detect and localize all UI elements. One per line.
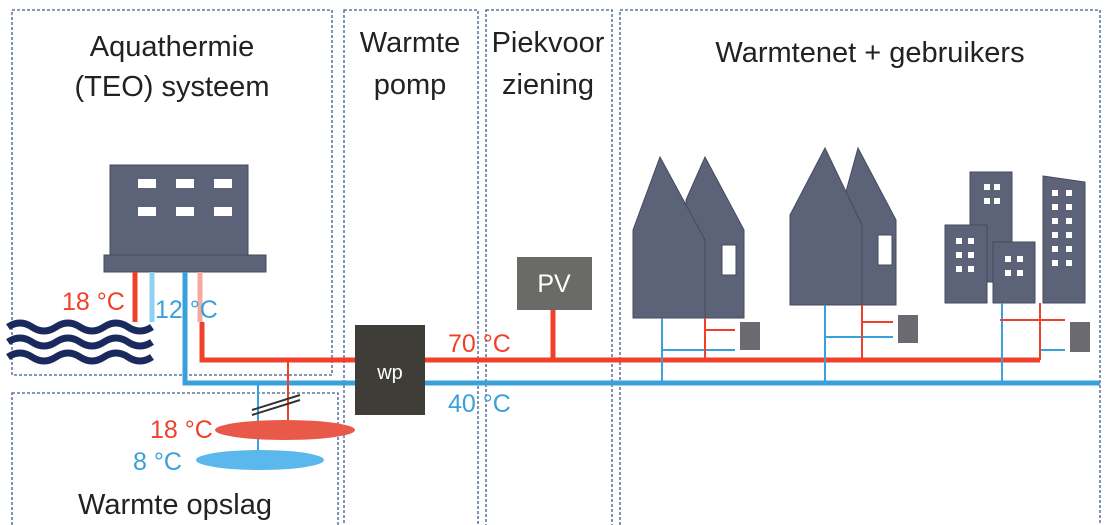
section-box [343,9,479,525]
section-box [485,9,613,525]
section-title: Warmte opslag [78,489,272,521]
section-box [11,392,339,525]
section-title: Warmtenet + gebruikers [715,37,1024,69]
heat-pump-label: wp [376,362,403,384]
section-title: (TEO) systeem [75,71,270,103]
section-title: Piekvoor [492,27,605,59]
storage-link [251,360,301,455]
section-title: pomp [374,69,447,101]
houses [632,146,1086,319]
temperature: 18 °C [150,416,213,444]
storage-cold [196,450,324,470]
water [6,319,154,365]
temperature: 70 °C [448,330,511,358]
temperature: 8 °C [133,448,182,476]
section-title: ziening [502,69,594,101]
teo-building [103,164,267,273]
section-box [619,9,1101,525]
temperature: 40 °C [448,390,511,418]
section-title: Warmte [360,27,460,59]
peak-label: PV [537,270,571,298]
building-windows [956,184,1072,276]
temperature: 18 °C [62,288,125,316]
branches [661,303,1090,383]
peak-unit [517,257,592,310]
section-box [11,9,333,376]
temperature: 12 °C [155,296,218,324]
storage-hot [215,420,355,440]
pipes [132,272,1100,386]
section-title: Aquathermie [90,31,254,63]
heat-pump [355,325,425,415]
